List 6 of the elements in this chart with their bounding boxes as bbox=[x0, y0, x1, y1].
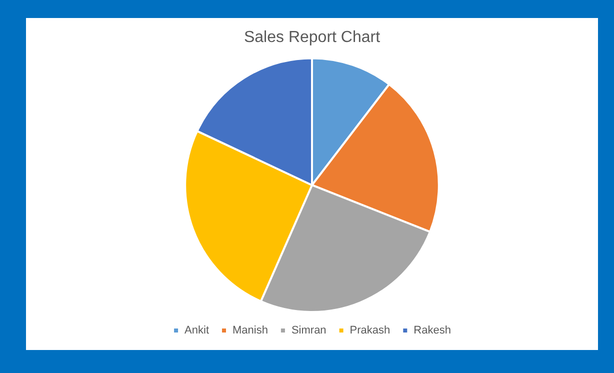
legend-label: Prakash bbox=[350, 324, 390, 337]
legend-label: Manish bbox=[232, 324, 268, 337]
legend-label: Rakesh bbox=[414, 324, 451, 337]
legend-label: Simran bbox=[291, 324, 326, 337]
legend-label: Ankit bbox=[184, 324, 210, 337]
chart-title: Sales Report Chart bbox=[244, 29, 381, 46]
